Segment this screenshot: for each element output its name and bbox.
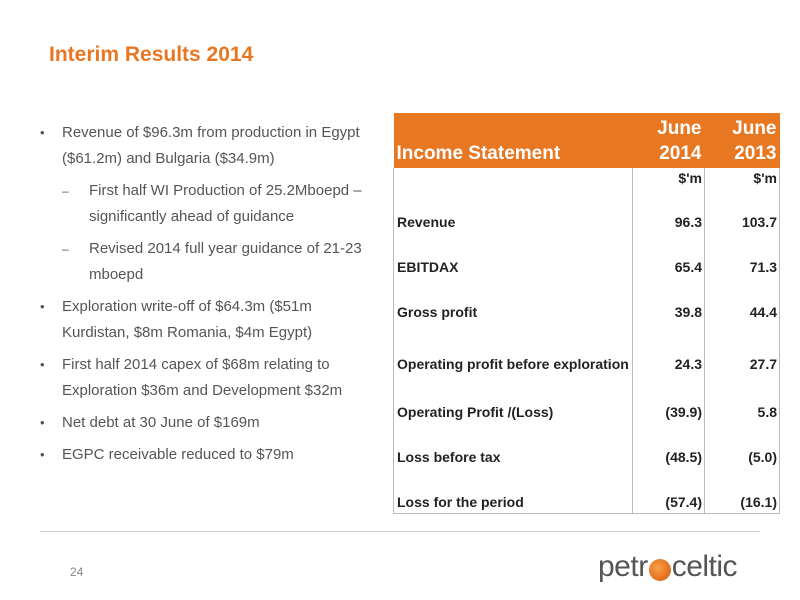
dash-marker: – — [62, 184, 69, 198]
bullet-item: • Net debt at 30 June of $169m — [40, 410, 380, 436]
value-2013: 5.8 — [704, 378, 780, 423]
bullet-item: • Exploration write-off of $64.3m ($51m … — [40, 294, 380, 346]
value-2014: (39.9) — [632, 378, 705, 423]
value-2013: (5.0) — [704, 423, 780, 468]
value-2013: 71.3 — [704, 233, 780, 278]
bullet-marker: • — [40, 415, 45, 430]
bullet-text: Exploration write-off of $64.3m ($51m Ku… — [62, 298, 313, 341]
row-label: Operating Profit /(Loss) — [393, 378, 633, 423]
value-2013: (16.1) — [704, 468, 780, 514]
bullet-marker: • — [40, 357, 45, 372]
bullet-item: • EGPC receivable reduced to $79m — [40, 442, 380, 468]
row-label: Revenue — [393, 188, 633, 233]
units-cell: $'m — [704, 168, 780, 188]
logo-sun-icon — [648, 559, 671, 581]
table-row: Loss for the period (57.4) (16.1) — [393, 468, 780, 514]
bullet-list: • Revenue of $96.3m from production in E… — [40, 120, 380, 468]
value-2014: 24.3 — [632, 323, 705, 378]
sub-bullet-item: – Revised 2014 full year guidance of 21-… — [40, 236, 380, 288]
table-header-june-2013: June 2013 — [704, 113, 780, 168]
bullet-text: Revenue of $96.3m from production in Egy… — [62, 124, 360, 167]
table-row: Operating Profit /(Loss) (39.9) 5.8 — [393, 378, 780, 423]
units-row: $'m $'m — [393, 168, 780, 188]
bullet-item: • Revenue of $96.3m from production in E… — [40, 120, 380, 172]
value-2014: (57.4) — [632, 468, 705, 514]
bullet-text: First half WI Production of 25.2Mboepd –… — [89, 182, 362, 225]
bullet-text: Revised 2014 full year guidance of 21-23… — [89, 240, 362, 283]
units-cell: $'m — [632, 168, 705, 188]
income-statement-table: Income Statement June 2014 June 2013 $'m… — [393, 113, 780, 514]
bullet-text: EGPC receivable reduced to $79m — [62, 446, 294, 463]
row-label: Gross profit — [393, 278, 633, 323]
units-label-cell — [393, 168, 633, 188]
bullet-marker: • — [40, 447, 45, 462]
bullet-text: Net debt at 30 June of $169m — [62, 414, 260, 431]
slide-title: Interim Results 2014 — [49, 43, 254, 66]
table-row: Gross profit 39.8 44.4 — [393, 278, 780, 323]
value-2014: (48.5) — [632, 423, 705, 468]
sub-bullet-item: – First half WI Production of 25.2Mboepd… — [40, 178, 380, 230]
bullet-marker: • — [40, 125, 45, 140]
logo-text-end: celtic — [671, 550, 738, 583]
dash-marker: – — [62, 242, 69, 256]
row-label: Loss for the period — [393, 468, 633, 514]
bullet-text: First half 2014 capex of $68m relating t… — [62, 356, 343, 399]
value-2013: 103.7 — [704, 188, 780, 233]
bullet-marker: • — [40, 299, 45, 314]
footer-divider — [40, 531, 760, 532]
bullet-item: • First half 2014 capex of $68m relating… — [40, 352, 380, 404]
value-2013: 44.4 — [704, 278, 780, 323]
value-2013: 27.7 — [704, 323, 780, 378]
table-header-row: Income Statement June 2014 June 2013 — [393, 113, 780, 168]
petroceltic-logo: petr celtic — [598, 550, 738, 584]
table-row: Loss before tax (48.5) (5.0) — [393, 423, 780, 468]
row-label: Loss before tax — [393, 423, 633, 468]
table-row: EBITDAX 65.4 71.3 — [393, 233, 780, 278]
table-row: Revenue 96.3 103.7 — [393, 188, 780, 233]
row-label: Operating profit before exploration — [393, 323, 633, 378]
table-row: Operating profit before exploration 24.3… — [393, 323, 780, 378]
table-header-june-2014: June 2014 — [632, 113, 705, 168]
logo-text-start: petr — [598, 550, 648, 583]
page-number: 24 — [70, 565, 84, 579]
table-header-label: Income Statement — [393, 113, 633, 168]
value-2014: 39.8 — [632, 278, 705, 323]
value-2014: 96.3 — [632, 188, 705, 233]
value-2014: 65.4 — [632, 233, 705, 278]
row-label: EBITDAX — [393, 233, 633, 278]
